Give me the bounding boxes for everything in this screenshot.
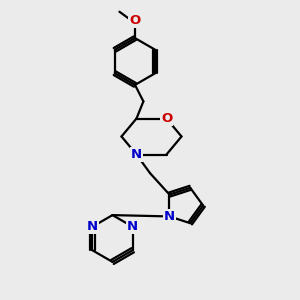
Text: O: O xyxy=(129,14,141,27)
Text: N: N xyxy=(164,210,175,223)
Text: N: N xyxy=(127,220,138,233)
Text: N: N xyxy=(131,148,142,161)
Text: O: O xyxy=(161,112,172,125)
Text: N: N xyxy=(87,220,98,233)
